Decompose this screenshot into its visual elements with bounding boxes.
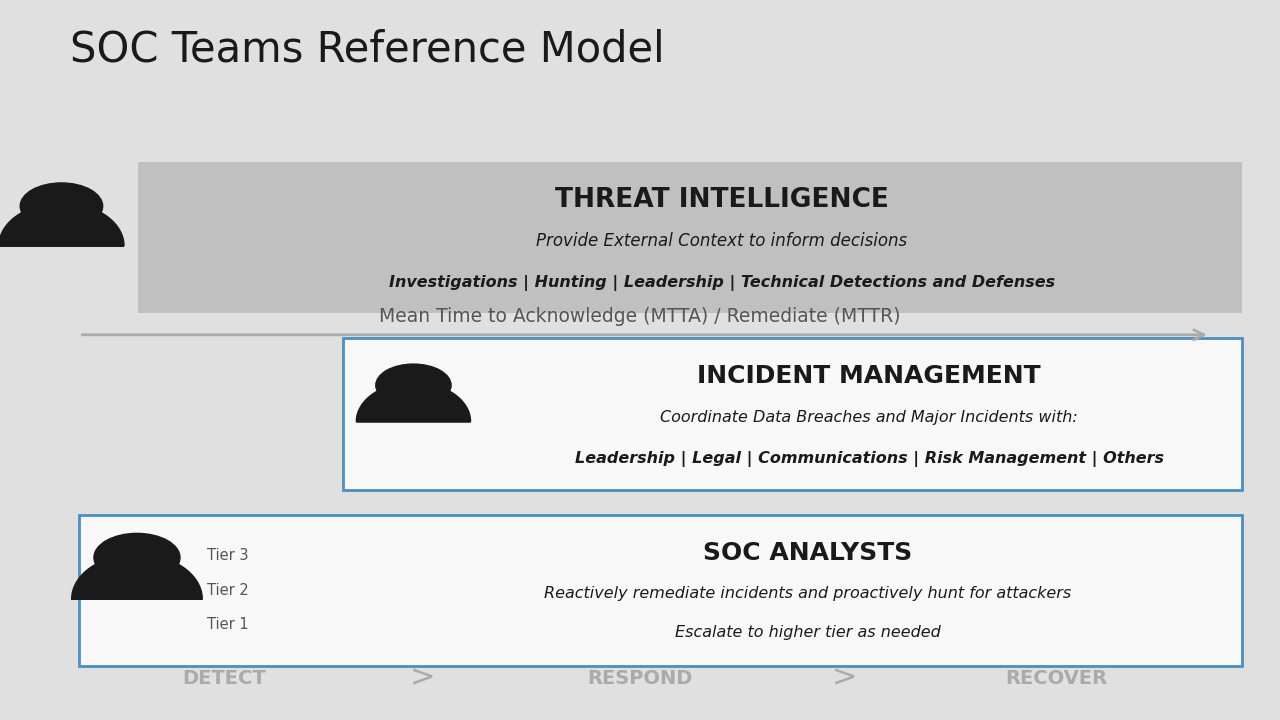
Text: >: > [832, 664, 858, 693]
Text: Coordinate Data Breaches and Major Incidents with:: Coordinate Data Breaches and Major Incid… [660, 410, 1078, 425]
Text: Tier 3: Tier 3 [207, 549, 248, 563]
Text: Investigations | Hunting | Leadership | Technical Detections and Defenses: Investigations | Hunting | Leadership | … [389, 275, 1055, 291]
Bar [138, 162, 1242, 313]
Text: Escalate to higher tier as needed: Escalate to higher tier as needed [675, 625, 941, 640]
Text: RECOVER: RECOVER [1005, 669, 1107, 688]
Bar [343, 338, 1242, 490]
Text: Leadership | Legal | Communications | Risk Management | Others: Leadership | Legal | Communications | Ri… [575, 451, 1164, 467]
Circle shape [20, 183, 102, 230]
Text: THREAT INTELLIGENCE: THREAT INTELLIGENCE [556, 186, 888, 213]
Circle shape [376, 364, 451, 406]
Text: Mean Time to Acknowledge (MTTA) / Remediate (MTTR): Mean Time to Acknowledge (MTTA) / Remedi… [379, 307, 901, 326]
Text: Provide External Context to inform decisions: Provide External Context to inform decis… [536, 232, 908, 250]
Text: INCIDENT MANAGEMENT: INCIDENT MANAGEMENT [698, 364, 1041, 388]
Text: DETECT: DETECT [182, 669, 266, 688]
Text: SOC Teams Reference Model: SOC Teams Reference Model [70, 29, 666, 71]
Circle shape [93, 534, 180, 582]
Polygon shape [72, 554, 202, 599]
Text: SOC ANALYSTS: SOC ANALYSTS [703, 541, 913, 564]
Text: Reactively remediate incidents and proactively hunt for attackers: Reactively remediate incidents and proac… [544, 586, 1071, 601]
Text: Tier 1: Tier 1 [207, 618, 250, 632]
Text: Tier 2: Tier 2 [207, 583, 250, 598]
FancyArrowPatch shape [82, 330, 1203, 340]
Text: RESPOND: RESPOND [588, 669, 692, 688]
Text: >: > [410, 664, 435, 693]
Polygon shape [0, 203, 124, 246]
Polygon shape [356, 382, 471, 421]
Bar [79, 515, 1242, 666]
